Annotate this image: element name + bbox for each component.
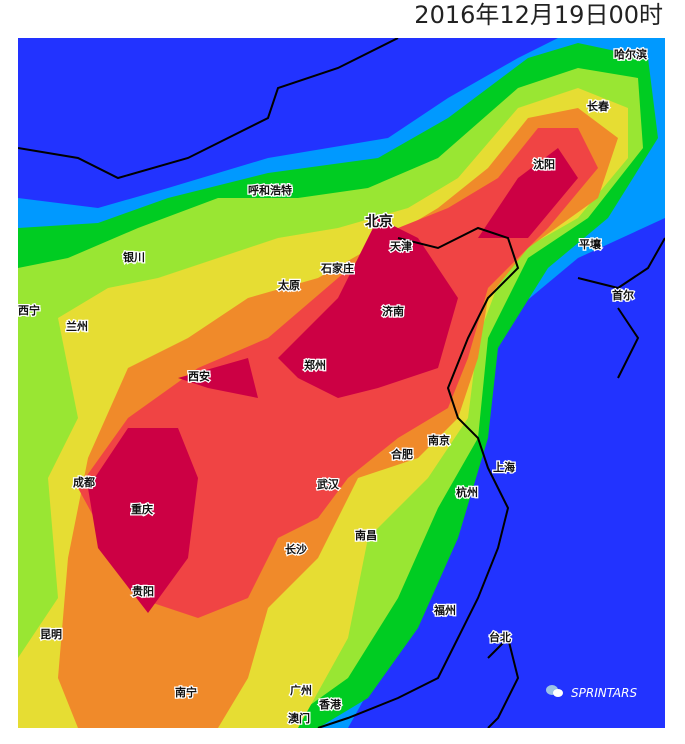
city-label: 北京: [365, 213, 393, 230]
wechat-icon: [545, 684, 565, 701]
map-title: 2016年12月19日00时: [414, 1, 663, 29]
city-label: 长春: [587, 99, 610, 113]
city-labels: 北京 天津 石家庄 太原 呼和浩特 银川 西宁 兰州 西安 郑州 济南 沈阳 长…: [18, 46, 648, 727]
region-crimson: [88, 148, 578, 613]
city-label: 银川: [123, 250, 145, 264]
city-label: 西安: [188, 369, 210, 383]
city-label: 台北: [489, 630, 511, 644]
coastline: [18, 38, 665, 728]
city-label: 上海: [493, 460, 515, 474]
city-label: 香港: [318, 697, 342, 711]
city-label: 成都: [73, 475, 95, 489]
city-label: 武汉: [317, 477, 340, 491]
city-label: 平壤: [579, 237, 602, 251]
city-label: 哈尔滨: [614, 47, 647, 61]
city-label: 沈阳: [533, 157, 555, 171]
city-label: 杭州: [456, 485, 478, 499]
city-label: 福州: [433, 603, 456, 617]
city-label: 长沙: [285, 542, 307, 556]
city-label: 南京: [428, 433, 450, 447]
aerosol-map: 北京 天津 石家庄 太原 呼和浩特 银川 西宁 兰州 西安 郑州 济南 沈阳 长…: [18, 38, 665, 728]
city-label: 南昌: [355, 528, 377, 542]
brand-label: SPRINTARS: [571, 685, 638, 700]
city-label: 澳门: [288, 711, 310, 725]
city-label: 西宁: [18, 303, 40, 317]
city-label: 昆明: [40, 628, 62, 641]
city-label: 首尔: [612, 288, 634, 302]
city-label: 呼和浩特: [248, 183, 292, 197]
watermark: SPRINTARS: [545, 684, 637, 701]
city-label: 南宁: [175, 685, 197, 699]
city-label: 广州: [290, 683, 312, 697]
city-label: 天津: [390, 239, 412, 253]
city-label: 石家庄: [320, 261, 354, 275]
city-label: 重庆: [131, 502, 153, 516]
city-label: 太原: [277, 278, 300, 292]
city-label: 合肥: [391, 447, 413, 461]
city-label: 济南: [382, 304, 404, 318]
city-label: 贵阳: [132, 584, 154, 598]
city-label: 郑州: [304, 358, 326, 372]
city-label: 兰州: [66, 319, 88, 333]
